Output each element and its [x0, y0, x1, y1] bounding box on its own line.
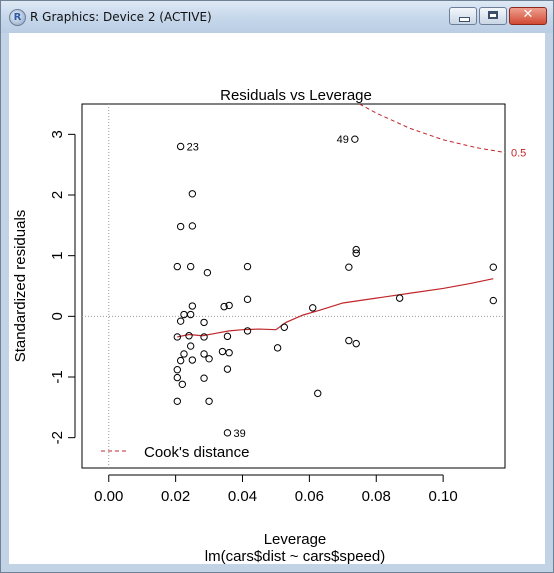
y-tick-label: 2	[49, 191, 66, 199]
data-point	[176, 317, 185, 325]
data-point	[173, 262, 182, 271]
data-point	[200, 318, 208, 327]
data-point	[178, 380, 187, 388]
data-point	[352, 249, 360, 257]
point-label: 49	[337, 134, 349, 146]
y-tick-label: -2	[49, 431, 66, 444]
plot-canvas: Residuals vs Leverage Leverage lm(cars$d…	[9, 33, 545, 565]
data-point	[186, 310, 195, 319]
data-point	[314, 389, 322, 398]
data-point	[309, 304, 317, 312]
data-point	[186, 342, 195, 350]
smooth-fit-line	[177, 278, 494, 338]
residuals-leverage-plot: Residuals vs Leverage Leverage lm(cars$d…	[12, 87, 526, 565]
data-point	[203, 268, 212, 277]
data-point	[243, 327, 252, 335]
y-tick-label: -1	[49, 370, 66, 383]
x-axis-sublabel: lm(cars$dist ~ cars$speed)	[205, 548, 385, 564]
data-point	[200, 333, 208, 341]
data-point	[489, 263, 497, 271]
data-point	[173, 366, 182, 374]
data-point	[205, 397, 213, 405]
point-label: 23	[187, 141, 199, 153]
legend-cooks-label: Cook's distance	[144, 444, 249, 461]
x-axis-label: Leverage	[264, 531, 327, 548]
data-point	[188, 222, 197, 230]
cooks-distance-label: 0.5	[511, 148, 526, 160]
data-point	[188, 356, 197, 364]
x-tick-label: 0.02	[161, 488, 190, 505]
data-point	[345, 336, 353, 345]
data-point	[176, 142, 185, 151]
plot-box	[81, 103, 506, 469]
data-point	[243, 295, 252, 304]
chart-title: Residuals vs Leverage	[220, 87, 372, 104]
data-point	[345, 263, 353, 271]
y-tick-label: 3	[49, 130, 66, 138]
data-point	[176, 356, 185, 365]
close-icon: ✕	[522, 7, 534, 22]
data-point	[273, 344, 282, 352]
data-point	[200, 374, 208, 382]
data-point	[280, 323, 289, 331]
minimize-icon	[459, 17, 470, 22]
data-point	[243, 262, 252, 271]
minimize-button[interactable]	[449, 7, 477, 25]
y-tick-label: 0	[49, 312, 66, 320]
y-tick-label: 1	[49, 251, 66, 259]
data-point	[225, 349, 233, 357]
data-point	[173, 333, 182, 341]
cooks-distance-curve	[359, 104, 505, 154]
data-point	[351, 135, 359, 143]
data-point	[223, 429, 232, 437]
x-tick-label: 0.00	[94, 488, 123, 505]
data-point	[173, 373, 182, 382]
data-point	[188, 302, 197, 310]
data-point	[223, 365, 232, 373]
data-point	[186, 262, 195, 271]
data-point	[352, 245, 360, 254]
data-point	[395, 294, 404, 302]
data-point	[205, 355, 213, 363]
data-point	[180, 350, 188, 358]
x-tick-label: 0.08	[362, 488, 391, 505]
point-label: 39	[233, 428, 245, 440]
maximize-button[interactable]	[479, 7, 507, 25]
x-tick-label: 0.10	[429, 488, 458, 505]
title-bar[interactable]: R R Graphics: Device 2 (ACTIVE) ✕	[1, 1, 553, 33]
data-point	[225, 301, 233, 310]
data-point	[188, 190, 197, 198]
data-point	[200, 350, 208, 358]
data-point	[220, 302, 228, 311]
data-point	[223, 332, 232, 341]
data-point	[173, 397, 182, 405]
data-point	[180, 310, 188, 319]
window-title: R Graphics: Device 2 (ACTIVE)	[30, 10, 212, 24]
data-point	[185, 332, 193, 340]
r-logo-icon: R	[9, 9, 26, 26]
data-point	[218, 347, 227, 356]
close-button[interactable]: ✕	[509, 7, 547, 25]
data-point	[352, 339, 360, 348]
x-tick-label: 0.06	[295, 488, 324, 505]
y-axis-label: Standardized residuals	[12, 210, 29, 363]
data-point	[489, 296, 497, 305]
x-tick-label: 0.04	[228, 488, 257, 505]
maximize-icon	[488, 11, 498, 19]
data-point	[176, 222, 185, 231]
